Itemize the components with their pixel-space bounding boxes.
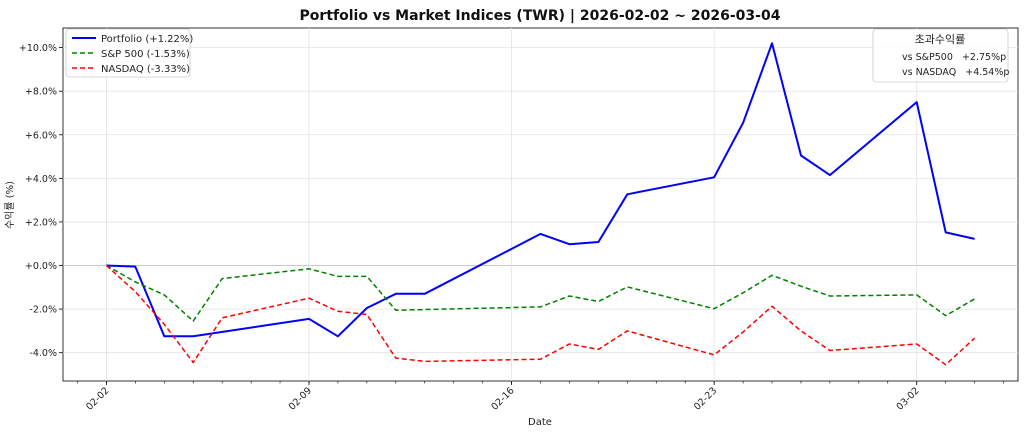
y-tick-label: +10.0% — [19, 43, 57, 54]
y-tick-label: -4.0% — [29, 348, 57, 359]
legend-entry-nasdaq: NASDAQ (-3.33%) — [101, 64, 190, 75]
x-tick-label: 02-02 — [84, 385, 111, 412]
chart-title: Portfolio vs Market Indices (TWR) | 2026… — [300, 8, 781, 24]
legend-box — [65, 28, 191, 78]
y-tick-label: +2.0% — [25, 217, 57, 228]
excess-return-box-frame — [872, 28, 1009, 83]
legend-entry-sp500: S&P 500 (-1.53%) — [101, 49, 190, 60]
y-tick-label: +8.0% — [25, 87, 57, 98]
y-axis-ticks: -4.0% -2.0% +0.0% +2.0% +4.0% +6.0% +8.0% +10.0… — [19, 43, 63, 359]
series-line-sp500 — [106, 264, 975, 322]
x-tick-label: 02-16 — [489, 385, 516, 412]
plot-area — [62, 27, 1019, 382]
y-tick-label: -2.0% — [29, 305, 57, 316]
y-tick-label: +6.0% — [25, 130, 57, 141]
x-axis-label: Date — [528, 417, 552, 428]
series-lines — [105, 42, 976, 366]
plot-frame — [62, 27, 1019, 382]
y-tick-label: +4.0% — [25, 174, 57, 185]
legend: Portfolio (+1.22%) S&P 500 (-1.53%) NASD… — [65, 28, 193, 78]
excess-vs-sp500: vs S&P500 +2.75%p — [902, 52, 1006, 63]
grid-lines — [63, 28, 1018, 381]
series-line-portfolio — [106, 42, 975, 338]
y-axis-label: 수익률 (%) — [4, 181, 16, 229]
x-tick-label: 02-23 — [692, 385, 719, 412]
excess-return-title: 초과수익률 — [915, 33, 966, 46]
excess-vs-nasdaq: vs NASDAQ +4.54%p — [902, 67, 1009, 78]
series-line-nasdaq — [105, 264, 976, 366]
x-tick-label: 02-09 — [287, 385, 314, 412]
legend-entry-portfolio: Portfolio (+1.22%) — [101, 34, 193, 45]
x-tick-label: 03-02 — [895, 385, 922, 412]
y-tick-label: +0.0% — [25, 261, 57, 272]
excess-return-box: 초과수익률 vs S&P500 +2.75%p vs NASDAQ +4.54%… — [872, 28, 1009, 83]
x-axis-ticks: 02-02 02-09 02-16 02-23 03-02 — [77, 381, 1004, 413]
